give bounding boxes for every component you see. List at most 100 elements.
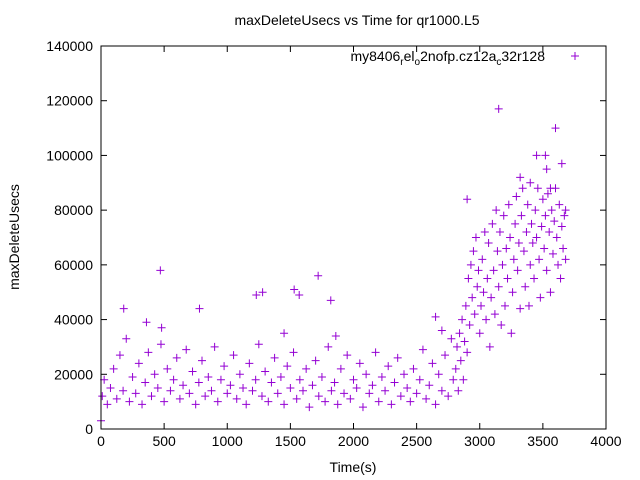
data-point [554,260,563,269]
data-point [166,386,175,395]
data-point [245,359,254,368]
data-point [384,362,393,371]
data-point [324,342,333,351]
x-tick-label: 3000 [464,433,495,449]
data-point [163,364,172,373]
legend: my8406relo2nofp.cz12ac32r128 [350,48,579,68]
data-point [150,370,159,379]
data-point [409,364,418,373]
data-point [526,260,535,269]
data-point [495,228,504,237]
data-point [257,392,266,401]
data-point [264,397,273,406]
data-point [548,249,557,258]
legend-subscript: c [496,57,501,68]
legend-label: my8406relo2nofp.cz12ac32r128 [350,48,545,68]
data-point [381,386,390,395]
x-tick-label: 500 [152,433,176,449]
data-point [195,304,204,313]
data-point [493,247,502,256]
legend-text-part: 32r128 [501,48,545,64]
data-point [463,195,472,204]
data-point [280,400,289,409]
data-point [557,159,566,168]
data-point [546,184,555,193]
data-point [453,342,462,351]
data-point [305,403,314,412]
data-point [286,383,295,392]
data-point [365,389,374,398]
data-point [276,373,285,382]
data-point [556,274,565,283]
data-point [311,356,320,365]
data-point [502,244,511,253]
data-point [371,348,380,357]
data-point [422,394,431,403]
y-tick-label: 20000 [54,366,93,382]
data-point [492,206,501,215]
data-point [418,345,427,354]
data-point [406,397,415,406]
data-point [532,151,541,160]
data-point [519,247,528,256]
data-point [251,375,260,384]
data-point [503,274,512,283]
legend-text-part: my8406 [350,48,400,64]
data-point [511,219,520,228]
data-point [546,288,555,297]
data-point [314,271,323,280]
data-point [501,301,509,310]
data-point [444,392,453,401]
data-point [547,206,556,215]
data-point [134,359,143,368]
x-tick-label: 2000 [338,433,369,449]
data-point [98,392,107,401]
data-point [204,373,213,382]
data-point [141,378,150,387]
data-point [545,228,554,237]
data-point [213,397,222,406]
data-point [403,383,412,392]
data-point [393,353,402,362]
data-point [451,364,460,373]
data-point [317,373,326,382]
data-point [223,389,232,398]
data-point [455,329,464,338]
data-point [437,326,446,335]
data-point [499,211,508,220]
data-point [468,293,477,302]
data-point [528,238,537,247]
data-point [198,356,206,365]
x-axis-label: Time(s) [330,459,377,475]
data-point [179,381,188,390]
data-point [533,184,542,193]
data-point [156,340,165,349]
data-point [469,247,478,256]
data-point [506,233,515,242]
data-point [412,389,421,398]
data-point [561,255,570,264]
data-point [239,383,248,392]
data-point [516,304,525,313]
data-point [459,375,468,384]
data-point [169,375,178,384]
data-point [109,364,118,373]
data-point [526,178,535,187]
data-point [487,293,496,302]
x-tick-label: 1000 [212,433,243,449]
data-point [396,392,405,401]
data-point [498,260,507,269]
data-point [488,219,497,228]
y-tick-label: 40000 [54,312,93,328]
data-point [485,342,494,351]
data-point [489,266,498,275]
data-point [160,397,169,406]
data-point [484,238,493,247]
data-point [210,342,219,351]
data-point [119,386,128,395]
data-point [358,403,367,412]
data-point [147,392,156,401]
data-point [559,244,568,253]
data-point [514,238,523,247]
data-point [207,386,216,395]
